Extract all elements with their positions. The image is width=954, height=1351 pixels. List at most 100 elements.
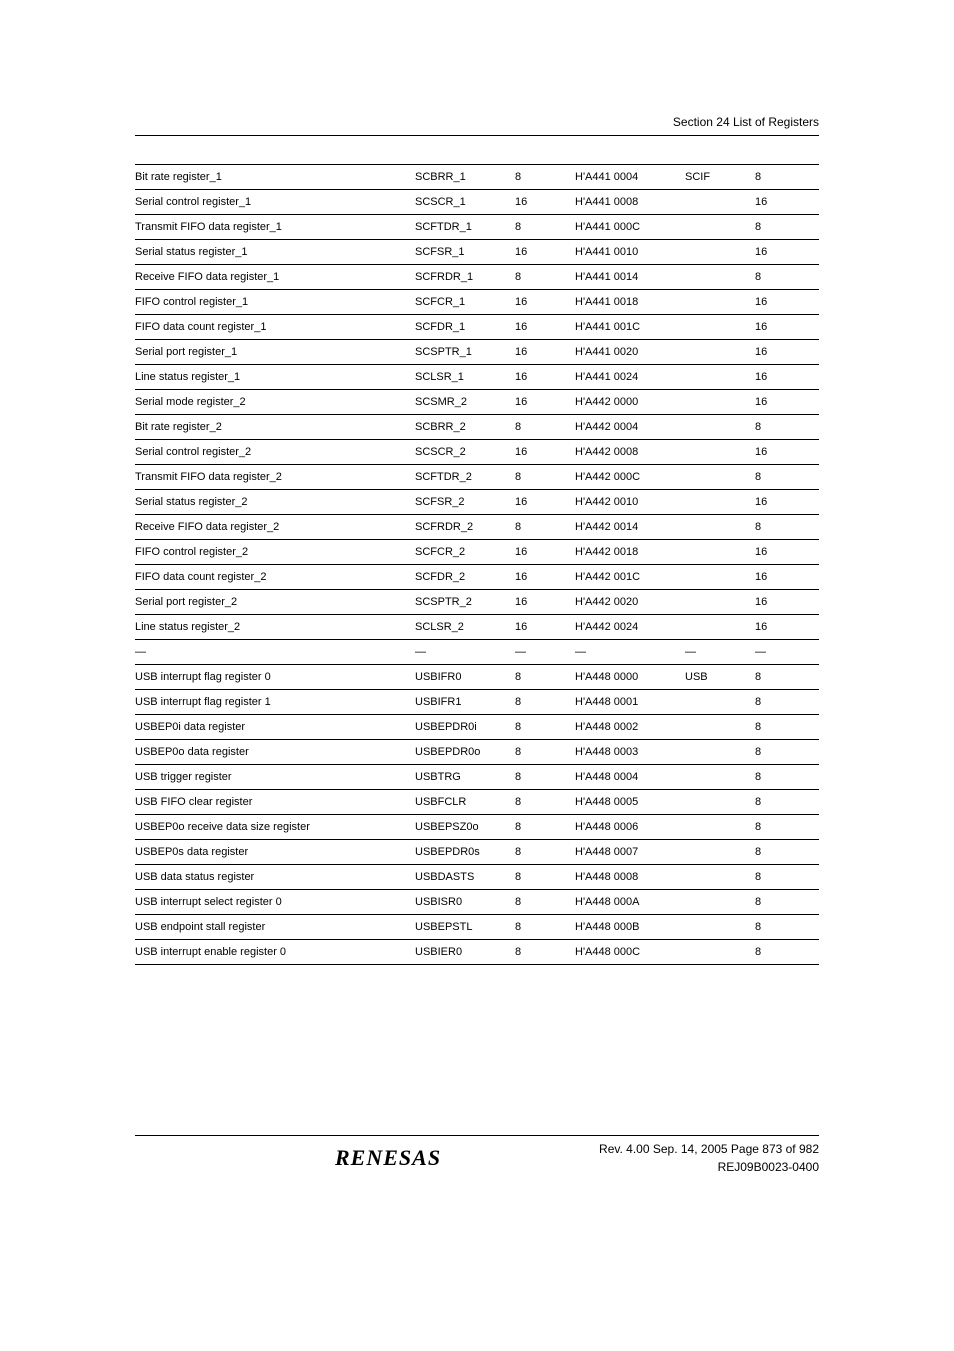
table-row: FIFO data count register_2SCFDR_216H'A44… [135,565,819,590]
table-row: USB endpoint stall registerUSBEPSTL8H'A4… [135,915,819,940]
cell-register-name: Serial mode register_2 [135,390,415,415]
cell-module [685,565,755,590]
cell-bits: 8 [515,890,575,915]
cell-module [685,290,755,315]
cell-bits: 16 [515,240,575,265]
cell-address: H'A442 000C [575,465,685,490]
cell-register-name: USBEP0i data register [135,715,415,740]
cell-address: H'A448 000C [575,940,685,965]
cell-register-name: Serial port register_1 [135,340,415,365]
cell-register-name: USB trigger register [135,765,415,790]
cell-bits: 8 [515,465,575,490]
cell-access: 16 [755,240,819,265]
cell-access: 8 [755,765,819,790]
table-row: Transmit FIFO data register_2SCFTDR_28H'… [135,465,819,490]
table-row: Serial port register_1SCSPTR_116H'A441 0… [135,340,819,365]
cell-address: H'A448 0008 [575,865,685,890]
cell-abbreviation: SCFDR_2 [415,565,515,590]
cell-access: 16 [755,490,819,515]
cell-address: H'A442 0000 [575,390,685,415]
cell-address: H'A448 0004 [575,765,685,790]
cell-module: SCIF [685,165,755,190]
cell-module [685,915,755,940]
cell-address: H'A441 0024 [575,365,685,390]
cell-abbreviation: SCSMR_2 [415,390,515,415]
table-row: FIFO data count register_1SCFDR_116H'A44… [135,315,819,340]
cell-address: H'A441 0008 [575,190,685,215]
footer-right: Rev. 4.00 Sep. 14, 2005 Page 873 of 982 … [599,1140,819,1176]
cell-address: H'A441 0004 [575,165,685,190]
cell-address: H'A448 0002 [575,715,685,740]
cell-address: — [575,640,685,665]
cell-access: 8 [755,690,819,715]
table-row: Receive FIFO data register_1SCFRDR_18H'A… [135,265,819,290]
cell-module [685,315,755,340]
cell-address: H'A448 0001 [575,690,685,715]
cell-bits: 16 [515,315,575,340]
cell-access: 8 [755,515,819,540]
cell-bits: — [515,640,575,665]
cell-access: 8 [755,865,819,890]
cell-module [685,715,755,740]
cell-abbreviation: USBIFR0 [415,665,515,690]
cell-address: H'A448 0003 [575,740,685,765]
cell-bits: 8 [515,165,575,190]
register-table: Bit rate register_1SCBRR_18H'A441 0004SC… [135,164,819,965]
table-row: USBEP0i data registerUSBEPDR0i8H'A448 00… [135,715,819,740]
cell-module [685,740,755,765]
cell-abbreviation: USBDASTS [415,865,515,890]
cell-bits: 8 [515,515,575,540]
cell-register-name: USBEP0o data register [135,740,415,765]
cell-register-name: FIFO control register_2 [135,540,415,565]
cell-address: H'A441 000C [575,215,685,240]
table-row: Serial mode register_2SCSMR_2 16 H'A442 00… [135,390,819,415]
table-row: FIFO control register_1SCFCR_116H'A441 0… [135,290,819,315]
cell-address: H'A442 0004 [575,415,685,440]
cell-bits: 16 [515,340,575,365]
footer-divider [135,1135,819,1136]
table-row: Transmit FIFO data register_1SCFTDR_18H'… [135,215,819,240]
table-row: —————— [135,640,819,665]
renesas-logo: RENESAS [335,1145,441,1171]
cell-register-name: Serial port register_2 [135,590,415,615]
table-row: USBEP0o receive data size registerUSBEPS… [135,815,819,840]
cell-module [685,815,755,840]
cell-access: 8 [755,915,819,940]
cell-register-name: Receive FIFO data register_2 [135,515,415,540]
cell-bits: 8 [515,740,575,765]
cell-bits: 16 [515,565,575,590]
cell-module [685,240,755,265]
cell-abbreviation: SCLSR_1 [415,365,515,390]
cell-module [685,540,755,565]
cell-register-name: Serial control register_2 [135,440,415,465]
cell-module [685,840,755,865]
cell-module [685,440,755,465]
cell-register-name: USB endpoint stall register [135,915,415,940]
cell-abbreviation: SCFCR_2 [415,540,515,565]
cell-access: 8 [755,265,819,290]
cell-register-name: Bit rate register_1 [135,165,415,190]
cell-register-name: Line status register_2 [135,615,415,640]
cell-access: 8 [755,715,819,740]
cell-bits: 8 [515,865,575,890]
cell-register-name: FIFO control register_1 [135,290,415,315]
cell-access: 8 [755,165,819,190]
cell-module [685,615,755,640]
cell-register-name: USB interrupt enable register 0 [135,940,415,965]
cell-abbreviation: SCFSR_2 [415,490,515,515]
cell-abbreviation: SCSCR_2 [415,440,515,465]
cell-access: 16 [755,615,819,640]
cell-address: H'A442 0008 [575,440,685,465]
cell-access: 8 [755,740,819,765]
cell-access: 16 [755,390,819,415]
cell-module [685,865,755,890]
cell-register-name: Line status register_1 [135,365,415,390]
cell-register-name: USB interrupt select register 0 [135,890,415,915]
table-row: USB FIFO clear registerUSBFCLR8H'A448 00… [135,790,819,815]
cell-module [685,415,755,440]
page-header: Section 24 List of Registers [135,115,819,136]
cell-register-name: USB interrupt flag register 1 [135,690,415,715]
cell-access: 8 [755,790,819,815]
cell-bits: 8 [515,790,575,815]
cell-bits: 16 [515,590,575,615]
